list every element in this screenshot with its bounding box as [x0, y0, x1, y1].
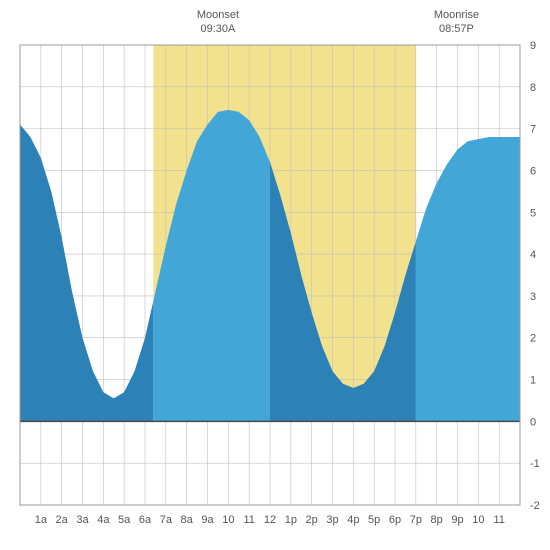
- chart-svg: -2-101234567891a2a3a4a5a6a7a8a9a1011121p…: [0, 0, 550, 550]
- x-tick-label: 1p: [285, 514, 297, 526]
- x-tick-label: 4a: [97, 514, 110, 526]
- x-tick-label: 1a: [35, 514, 48, 526]
- x-tick-label: 7p: [410, 514, 422, 526]
- y-tick-label: 9: [530, 40, 536, 52]
- moonrise-time: 08:57P: [439, 23, 474, 35]
- tide-chart: -2-101234567891a2a3a4a5a6a7a8a9a1011121p…: [0, 0, 550, 550]
- x-tick-label: 8p: [431, 514, 443, 526]
- x-tick-label: 7a: [160, 514, 173, 526]
- y-tick-label: 1: [530, 375, 536, 387]
- x-tick-label: 8a: [181, 514, 194, 526]
- x-tick-label: 10: [472, 514, 484, 526]
- moonset-title: Moonset: [197, 9, 239, 21]
- y-tick-label: 2: [530, 333, 536, 345]
- x-tick-label: 10: [222, 514, 234, 526]
- y-tick-label: 7: [530, 124, 536, 136]
- y-tick-label: 3: [530, 291, 536, 303]
- y-tick-label: 8: [530, 82, 536, 94]
- moonrise-title: Moonrise: [434, 9, 479, 21]
- x-tick-label: 11: [493, 514, 504, 526]
- x-tick-label: 6p: [389, 514, 401, 526]
- x-tick-label: 12: [264, 514, 276, 526]
- y-tick-label: 6: [530, 165, 536, 177]
- x-tick-label: 9a: [201, 514, 214, 526]
- x-axis: 1a 2a 3a 4a 5a 6a 7a 8a 9a 10 11 12 1p 2p 3p 4p 5p 6p 7p 8p…: [35, 514, 505, 526]
- y-tick-label: -1: [530, 458, 540, 470]
- y-tick-label: -2: [530, 500, 540, 512]
- x-tick-label: 11: [243, 514, 254, 526]
- moonset-time: 09:30A: [200, 23, 236, 35]
- x-tick-label: 5p: [368, 514, 380, 526]
- x-tick-label: 2p: [306, 514, 318, 526]
- x-tick-label: 3a: [76, 514, 89, 526]
- x-tick-label: 6a: [139, 514, 152, 526]
- x-tick-label: 9p: [451, 514, 463, 526]
- x-tick-label: 3p: [326, 514, 338, 526]
- x-tick-label: 4p: [347, 514, 359, 526]
- y-tick-label: 4: [530, 249, 536, 261]
- y-tick-label: 5: [530, 207, 536, 219]
- x-tick-label: 2a: [56, 514, 69, 526]
- y-tick-label: 0: [530, 416, 536, 428]
- x-tick-label: 5a: [118, 514, 131, 526]
